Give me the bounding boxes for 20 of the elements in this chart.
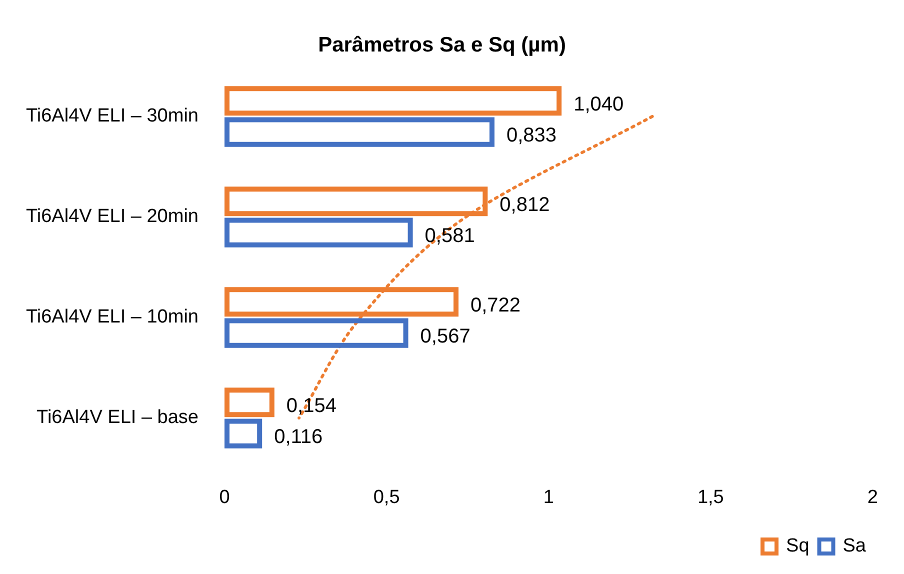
data-label: 0,812 xyxy=(500,194,550,216)
y-tick-label: Ti6Al4V ELI – 20min xyxy=(26,206,198,228)
legend-label: Sq xyxy=(786,536,810,557)
x-tick-label: 1,5 xyxy=(697,486,724,508)
x-tick-label: 0,5 xyxy=(373,486,400,508)
data-label: 1,040 xyxy=(574,93,624,116)
x-tick-label: 2 xyxy=(867,486,878,508)
y-tick-label: Ti6Al4V ELI – 10min xyxy=(26,306,198,328)
data-label: 0,833 xyxy=(506,124,557,147)
x-tick-label: 1 xyxy=(543,486,554,508)
data-label: 0,567 xyxy=(420,326,470,348)
data-label: 0,581 xyxy=(424,225,475,248)
data-label: 0,154 xyxy=(286,394,336,417)
x-tick-label: 0 xyxy=(219,486,230,508)
y-tick-label: Ti6Al4V ELI – 30min xyxy=(26,106,198,127)
legend-label: Sa xyxy=(842,536,866,557)
data-label: 0,722 xyxy=(470,294,521,316)
data-label: 0,116 xyxy=(274,426,323,448)
chart-title: Parâmetros Sa e Sq (µm) xyxy=(318,33,566,56)
y-tick-label: Ti6Al4V ELI – base xyxy=(36,407,198,428)
